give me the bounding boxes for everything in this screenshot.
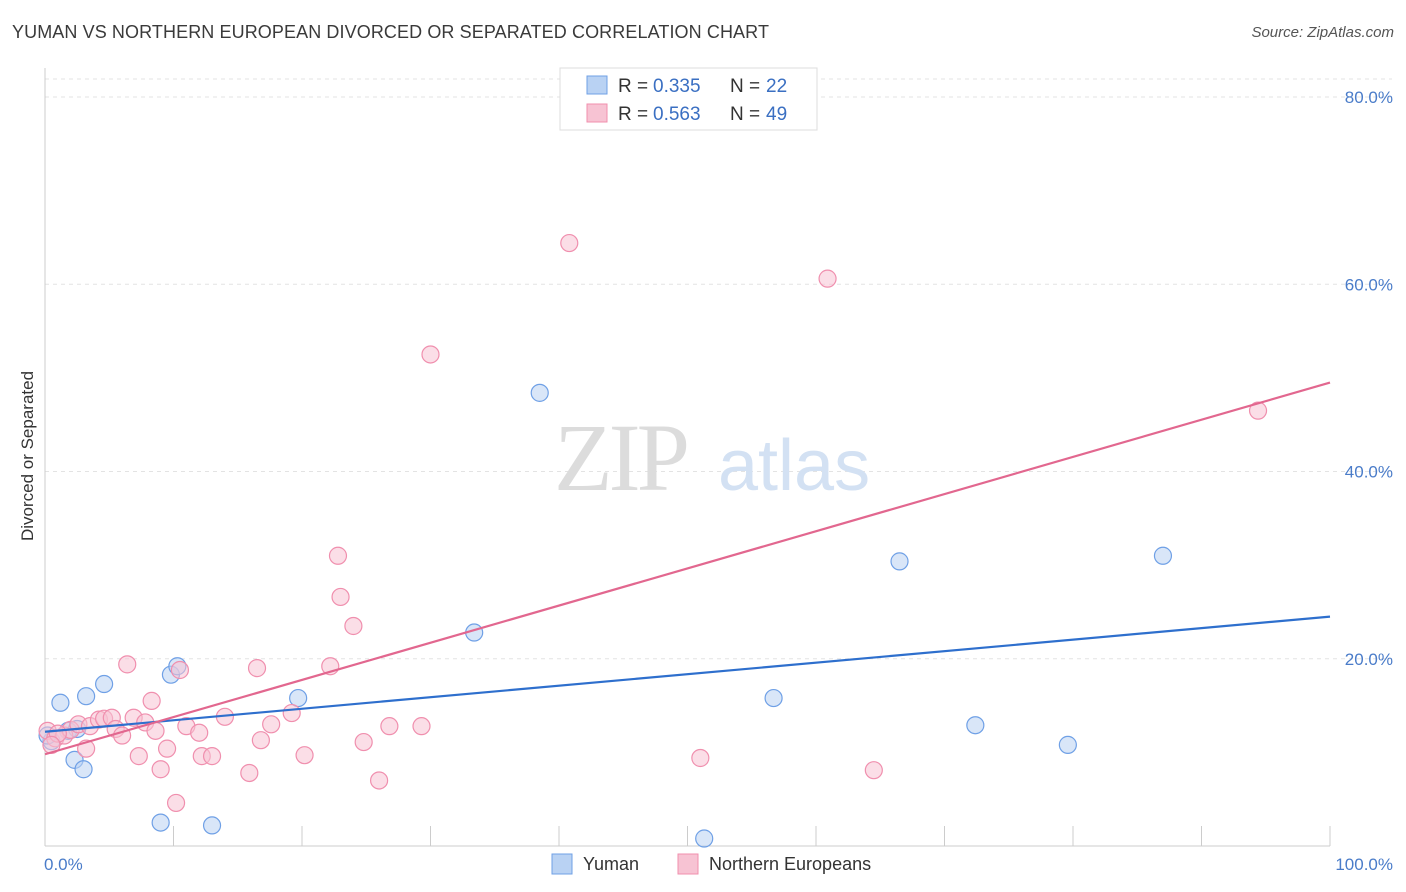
legend-n-label-northern-europeans: N = — [730, 104, 760, 125]
point-yuman-5 — [74, 760, 93, 779]
point-northern-europeans-29 — [251, 731, 270, 750]
legend-swatch-northern-europeans — [586, 103, 608, 123]
trend-line-northern-europeans — [44, 381, 1331, 756]
legend-n-value-northern-europeans: 49 — [766, 104, 787, 125]
point-yuman-12 — [289, 688, 308, 708]
watermark-atlas: atlas — [718, 426, 870, 506]
point-northern-europeans-21 — [170, 660, 190, 680]
chart-title: YUMAN VS NORTHERN EUROPEAN DIVORCED OR S… — [12, 22, 770, 42]
point-northern-europeans-20 — [166, 793, 186, 813]
point-northern-europeans-39 — [380, 717, 399, 736]
point-yuman-19 — [1058, 735, 1077, 754]
point-northern-europeans-44 — [818, 269, 837, 288]
y-tick-label-60: 60.0% — [1345, 275, 1393, 294]
point-northern-europeans-25 — [202, 747, 222, 766]
trend-line-yuman — [44, 615, 1331, 733]
point-northern-europeans-12 — [118, 655, 137, 674]
series-legend-label-yuman: Yuman — [583, 854, 639, 874]
point-yuman-6 — [77, 687, 96, 706]
point-northern-europeans-23 — [190, 723, 209, 742]
legend-r-value-yuman: 0.335 — [653, 76, 701, 97]
point-northern-europeans-43 — [691, 748, 710, 768]
point-northern-europeans-28 — [247, 659, 267, 678]
source-credit: Source: ZipAtlas.com — [1251, 24, 1394, 41]
x-tick-label-100: 100.0% — [1335, 855, 1393, 874]
legend-n-label-yuman: N = — [730, 76, 760, 97]
point-yuman-1 — [51, 693, 70, 712]
legend-n-value-yuman: 22 — [766, 76, 787, 97]
point-northern-europeans-27 — [240, 763, 259, 783]
axes — [44, 68, 1331, 847]
point-northern-europeans-16 — [142, 691, 161, 710]
series-legend-swatch-northern-europeans — [677, 853, 699, 875]
data-points — [38, 233, 1268, 848]
stats-legend: R = 0.335 N = 22 R = 0.563 N = 49 — [559, 67, 818, 131]
point-northern-europeans-37 — [354, 732, 373, 752]
point-northern-europeans-45 — [864, 761, 883, 780]
point-northern-europeans-46 — [1248, 401, 1268, 420]
point-northern-europeans-41 — [421, 345, 440, 364]
point-northern-europeans-34 — [328, 546, 348, 565]
point-yuman-14 — [530, 383, 549, 402]
point-northern-europeans-32 — [295, 746, 314, 765]
y-tick-label-40: 40.0% — [1345, 463, 1393, 482]
point-northern-europeans-36 — [344, 616, 363, 636]
point-yuman-8 — [151, 813, 170, 832]
y-tick-label-20: 20.0% — [1345, 650, 1393, 669]
y-axis-title: Divorced or Separated — [18, 371, 37, 541]
point-yuman-7 — [95, 674, 114, 694]
trend-lines — [44, 381, 1331, 756]
point-yuman-20 — [1153, 546, 1173, 565]
point-yuman-15 — [695, 829, 714, 848]
point-northern-europeans-35 — [331, 587, 350, 607]
point-northern-europeans-42 — [560, 233, 579, 253]
series-legend-label-northern-europeans: Northern Europeans — [709, 854, 871, 874]
y-tick-label-80: 80.0% — [1345, 88, 1393, 107]
legend-r-value-northern-europeans: 0.563 — [653, 104, 701, 125]
watermark: ZIP atlas — [554, 404, 870, 511]
series-legend: Yuman Northern Europeans — [551, 853, 871, 875]
point-northern-europeans-30 — [262, 715, 281, 734]
series-legend-swatch-yuman — [551, 853, 573, 875]
point-yuman-18 — [966, 716, 985, 735]
legend-swatch-yuman — [586, 75, 608, 95]
point-northern-europeans-14 — [129, 747, 148, 766]
point-northern-europeans-18 — [151, 760, 170, 779]
legend-r-label-yuman: R = — [618, 76, 648, 97]
x-tick-label-0: 0.0% — [44, 855, 83, 874]
point-yuman-17 — [890, 552, 909, 571]
point-northern-europeans-38 — [370, 771, 389, 790]
point-yuman-11 — [202, 816, 222, 835]
point-yuman-16 — [764, 688, 783, 708]
point-northern-europeans-40 — [412, 717, 431, 736]
point-northern-europeans-31 — [282, 703, 301, 723]
tick-labels: 20.0% 40.0% 60.0% 80.0% 0.0% 100.0% — [44, 88, 1393, 874]
point-northern-europeans-19 — [157, 739, 177, 758]
legend-r-label-northern-europeans: R = — [618, 104, 648, 125]
watermark-zip: ZIP — [554, 404, 687, 511]
gridlines — [45, 78, 1392, 660]
